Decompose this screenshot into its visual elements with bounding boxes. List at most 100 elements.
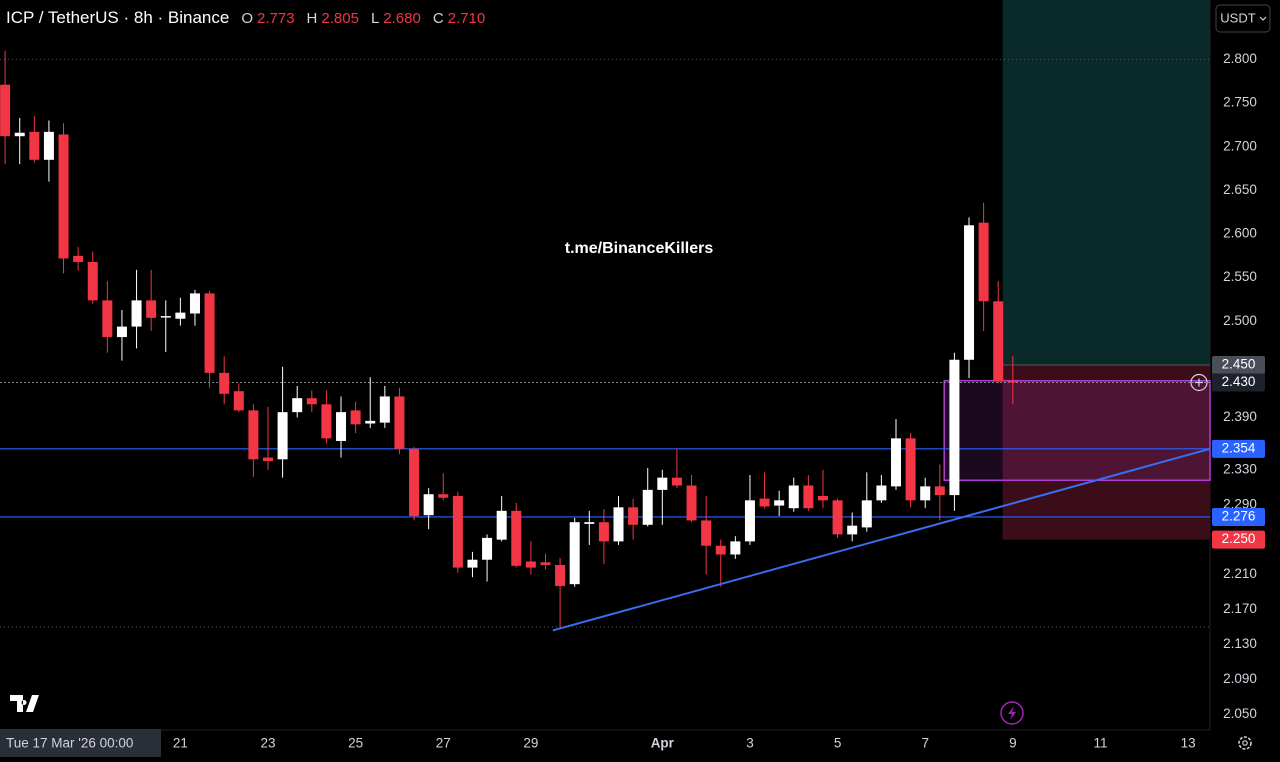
add-alert-plus: [1195, 378, 1203, 387]
candle-body: [292, 398, 303, 413]
candle-body: [379, 396, 390, 423]
candle-body: [452, 495, 463, 568]
candle-body: [598, 522, 609, 542]
candle-body: [993, 301, 1004, 382]
target-zone: [1002, 0, 1210, 365]
ohlc-value: 2.680: [383, 10, 421, 27]
y-tick-label: 2.330: [1223, 461, 1257, 476]
candle-body: [890, 438, 901, 487]
candle-body: [847, 525, 858, 535]
trendline: [552, 447, 1211, 632]
candle-body: [540, 562, 551, 565]
candle-body: [788, 485, 799, 509]
candle-body: [102, 300, 113, 338]
y-tick-label: 2.700: [1223, 138, 1257, 153]
add-alert-button[interactable]: [1190, 373, 1208, 392]
line-price-label: 2.276: [1222, 509, 1256, 524]
candle-body: [964, 225, 975, 360]
x-tick-label: 21: [173, 736, 188, 751]
candle-body: [861, 500, 872, 528]
candle-body: [701, 520, 712, 546]
x-tick-label: 9: [1009, 736, 1017, 751]
y-tick-label: 2.600: [1223, 226, 1257, 241]
candle-body: [87, 261, 98, 301]
candle-body: [876, 485, 887, 501]
candle-body: [219, 372, 230, 394]
candle-body: [58, 134, 69, 259]
candle-body: [774, 500, 785, 506]
x-tick-label: 25: [348, 736, 363, 751]
candle-body: [262, 457, 273, 462]
candle-body: [657, 477, 668, 490]
candle-body: [949, 359, 960, 496]
lightning-icon: [1008, 706, 1016, 720]
add-alert-circle: [1190, 373, 1208, 392]
settings-inner: [1242, 740, 1248, 746]
candle-body: [759, 498, 770, 507]
candle-body: [628, 507, 639, 525]
ohlc-label: O: [241, 10, 253, 27]
entry-price-label-bg: [1212, 356, 1265, 374]
x-tick-label: 23: [260, 736, 275, 751]
y-tick-label: 2.390: [1223, 409, 1257, 424]
candle-body: [116, 326, 127, 338]
candle-body: [29, 131, 40, 160]
candle-body: [555, 564, 566, 586]
candle-body: [321, 404, 332, 439]
candle-body: [525, 561, 536, 568]
candle-body: [365, 420, 376, 424]
settings-button[interactable]: [1238, 736, 1252, 750]
ohlc-value: 2.773: [257, 10, 295, 27]
candle-body: [1007, 380, 1018, 383]
y-tick-label: 2.550: [1223, 269, 1257, 284]
candle-body: [832, 500, 843, 535]
ohlc-value: 2.710: [447, 10, 486, 27]
lightning-button[interactable]: [1000, 701, 1024, 725]
x-tick-label: 7: [921, 736, 929, 751]
candle-body: [306, 398, 317, 405]
lightning-circle: [1000, 701, 1024, 725]
candle-body: [233, 391, 244, 411]
x-tick-label: 29: [523, 736, 538, 751]
y-tick-label: 2.750: [1223, 95, 1257, 110]
y-tick-label: 2.800: [1223, 51, 1257, 66]
candle-body: [496, 510, 507, 540]
y-tick-label: 2.500: [1223, 313, 1257, 328]
last-price-label: 2.430: [1222, 374, 1256, 389]
settings-outer: [1238, 736, 1252, 750]
stop-price-label-bg: [1212, 530, 1265, 549]
y-tick-label: 2.130: [1223, 636, 1257, 651]
currency-button[interactable]: USDT: [1215, 4, 1271, 33]
y-tick-label: 2.650: [1223, 182, 1257, 197]
line-price-label-bg: [1212, 439, 1265, 458]
candle-body: [14, 132, 25, 137]
candle-body: [715, 545, 726, 555]
candle-body: [160, 316, 171, 318]
candle-body: [204, 293, 215, 373]
candle-body: [642, 489, 653, 525]
candle-body: [189, 293, 200, 314]
candle-body: [730, 541, 741, 555]
y-tick-label: 2.290: [1223, 496, 1257, 511]
tv-logo: [10, 695, 39, 712]
candle-body: [409, 448, 420, 517]
y-tick-label: 2.050: [1223, 706, 1257, 721]
candle-body: [248, 410, 259, 460]
candle-body: [934, 486, 945, 496]
candle-body: [350, 410, 361, 425]
candle-body: [482, 537, 493, 560]
crosshair-label: Tue 17 Mar '26 00:00: [6, 736, 133, 751]
symbol: ICP / TetherUS · 8h · Binance: [6, 8, 230, 27]
currency-button-bg: [1215, 4, 1271, 33]
candle-body: [817, 495, 828, 501]
x-tick-label: 3: [746, 736, 754, 751]
y-tick-label: 2.090: [1223, 671, 1257, 686]
crosshair-label-bg: [0, 729, 161, 757]
currency-button-label: USDT: [1220, 10, 1255, 25]
candle-body: [394, 396, 405, 449]
candle-body: [803, 485, 814, 509]
candle-body: [131, 300, 142, 327]
header: ICP / TetherUS · 8h · Binance O 2.773 H 2.8…: [6, 8, 485, 28]
ohlc-label: C: [432, 10, 444, 27]
